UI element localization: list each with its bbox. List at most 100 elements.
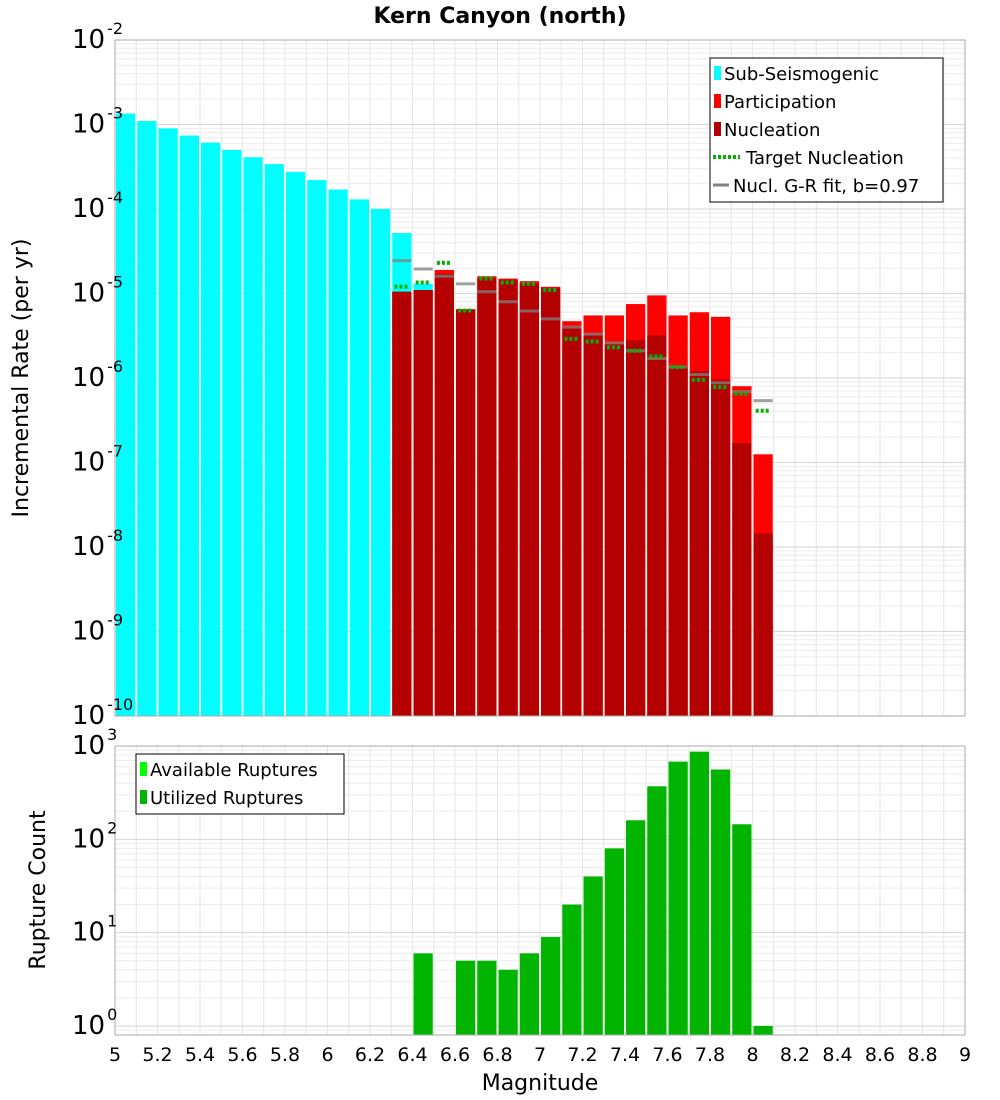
x-tick-label: 6.2 xyxy=(355,1044,385,1066)
bar-utilized-ruptures xyxy=(732,824,752,1035)
bar-utilized-ruptures xyxy=(498,969,518,1035)
legend-label-available-ruptures: Available Ruptures xyxy=(150,760,318,781)
bar-sub-seismogenic xyxy=(201,142,221,716)
y-tick-exponent: -8 xyxy=(107,526,123,545)
chart-title: Kern Canyon (north) xyxy=(373,4,626,29)
bar-sub-seismogenic xyxy=(158,128,178,716)
bar-nucleation xyxy=(413,290,433,716)
bar-utilized-ruptures xyxy=(456,960,476,1035)
legend-item-available-ruptures: Available Ruptures xyxy=(140,760,318,781)
x-tick-label: 7.8 xyxy=(695,1044,725,1066)
bar-utilized-ruptures xyxy=(647,786,667,1035)
x-tick-label: 7.2 xyxy=(567,1044,597,1066)
legend-label-participation: Participation xyxy=(724,92,836,113)
bar-sub-seismogenic xyxy=(286,171,306,716)
legend-swatch-available-ruptures xyxy=(140,762,147,776)
bottom-plot-frame xyxy=(114,745,966,1036)
bottom-y-tick-exponent: 1 xyxy=(107,912,117,931)
legend-swatch-sub-seismogenic xyxy=(714,66,721,80)
legend-swatch-utilized-ruptures xyxy=(140,790,147,804)
bar-utilized-ruptures xyxy=(604,848,624,1035)
x-tick-label: 5.4 xyxy=(185,1044,215,1066)
bar-utilized-ruptures xyxy=(583,876,603,1035)
bottom-legend-frame xyxy=(135,753,345,815)
bottom-y-tick-exponent: 3 xyxy=(107,725,117,744)
bar-nucleation xyxy=(647,335,667,716)
bar-utilized-ruptures xyxy=(562,904,582,1035)
x-tick-label: 6.8 xyxy=(482,1044,512,1066)
bar-sub-seismogenic xyxy=(179,135,199,716)
x-tick-label: 8.4 xyxy=(822,1044,852,1066)
bar-nucleation xyxy=(434,274,454,716)
top-panel: Kern Canyon (north) 10-210-310-410-510-6… xyxy=(9,4,966,731)
bar-nucleation xyxy=(456,309,476,716)
bar-nucleation xyxy=(753,533,773,716)
bar-nucleation xyxy=(392,291,412,716)
bar-nucleation xyxy=(519,283,539,716)
y-tick-exponent: -5 xyxy=(107,273,123,292)
x-tick-label: 5.8 xyxy=(270,1044,300,1066)
bar-nucleation xyxy=(562,327,582,716)
bar-sub-seismogenic xyxy=(328,189,348,716)
y-tick-exponent: -2 xyxy=(107,19,123,38)
bar-sub-seismogenic xyxy=(349,199,369,717)
y-tick-exponent: -9 xyxy=(107,611,123,630)
x-tick-label: 9 xyxy=(959,1044,971,1066)
bottom-bars xyxy=(413,751,773,1035)
bar-nucleation xyxy=(732,443,752,716)
legend-item-nucleation: Nucleation xyxy=(714,120,820,141)
bar-sub-seismogenic xyxy=(371,209,391,716)
y-tick-exponent: -6 xyxy=(107,357,123,376)
y-tick-exponent: -7 xyxy=(107,442,123,461)
bar-nucleation xyxy=(668,365,688,716)
bar-nucleation xyxy=(711,379,731,716)
legend-item-participation: Participation xyxy=(714,92,836,113)
bar-sub-seismogenic xyxy=(137,121,157,716)
x-tick-label: 8 xyxy=(746,1044,758,1066)
bar-nucleation xyxy=(477,278,497,716)
legend-label-sub-seismogenic: Sub-Seismogenic xyxy=(724,64,879,85)
x-tick-label: 5.2 xyxy=(142,1044,172,1066)
legend-item-target-nucleation: Target Nucleation xyxy=(713,148,904,169)
legend-label-nucleation: Nucleation xyxy=(724,120,820,141)
top-plot-frame xyxy=(114,39,966,717)
legend-item-gr-fit: Nucl. G-R fit, b=0.97 xyxy=(713,176,919,197)
bar-utilized-ruptures xyxy=(413,953,433,1035)
top-legend: Sub-Seismogenic Participation Nucleation… xyxy=(709,57,944,203)
x-tick-labels: 5 5.2 5.4 5.6 5.8 6 6.2 6.4 6.6 6.8 7 7.2 7.4 7.6 7.8 8… xyxy=(109,1044,971,1066)
x-tick-label: 5 xyxy=(109,1044,121,1066)
bar-sub-seismogenic xyxy=(222,149,242,717)
bar-nucleation xyxy=(689,371,709,716)
legend-swatch-nucleation xyxy=(714,122,721,136)
y-tick-label-1e-2: 10 -2 xyxy=(72,19,123,55)
top-bars xyxy=(116,113,773,717)
legend-swatch-participation xyxy=(714,94,721,108)
x-tick-label: 6.4 xyxy=(397,1044,427,1066)
x-tick-label: 6.6 xyxy=(440,1044,470,1066)
bar-utilized-ruptures xyxy=(711,769,731,1035)
bar-utilized-ruptures xyxy=(689,751,709,1035)
bar-nucleation xyxy=(583,334,603,716)
top-y-axis-label: Incremental Rate (per yr) xyxy=(9,239,34,518)
x-tick-label: 7 xyxy=(534,1044,546,1066)
bottom-y-tick-label-1e3: 10 3 xyxy=(72,725,117,761)
bar-utilized-ruptures xyxy=(626,820,646,1035)
x-tick-label: 7.6 xyxy=(652,1044,682,1066)
bottom-y-tick-label-1e0: 10 0 xyxy=(72,1005,117,1041)
bar-utilized-ruptures xyxy=(668,761,688,1035)
bar-utilized-ruptures xyxy=(753,1025,773,1035)
legend-item-sub-seismogenic: Sub-Seismogenic xyxy=(714,64,879,85)
x-axis-label: Magnitude xyxy=(482,1071,599,1096)
x-tick-label: 5.6 xyxy=(227,1044,257,1066)
top-lines xyxy=(392,259,773,413)
x-tick-label: 8.6 xyxy=(865,1044,895,1066)
x-tick-label: 7.4 xyxy=(610,1044,640,1066)
legend-label-utilized-ruptures: Utilized Ruptures xyxy=(150,788,303,809)
x-tick-label: 6 xyxy=(321,1044,333,1066)
bar-nucleation xyxy=(626,340,646,716)
bottom-legend: Available Ruptures Utilized Ruptures xyxy=(135,753,345,815)
legend-label-gr-fit: Nucl. G-R fit, b=0.97 xyxy=(733,176,919,197)
legend-item-utilized-ruptures: Utilized Ruptures xyxy=(140,788,303,809)
